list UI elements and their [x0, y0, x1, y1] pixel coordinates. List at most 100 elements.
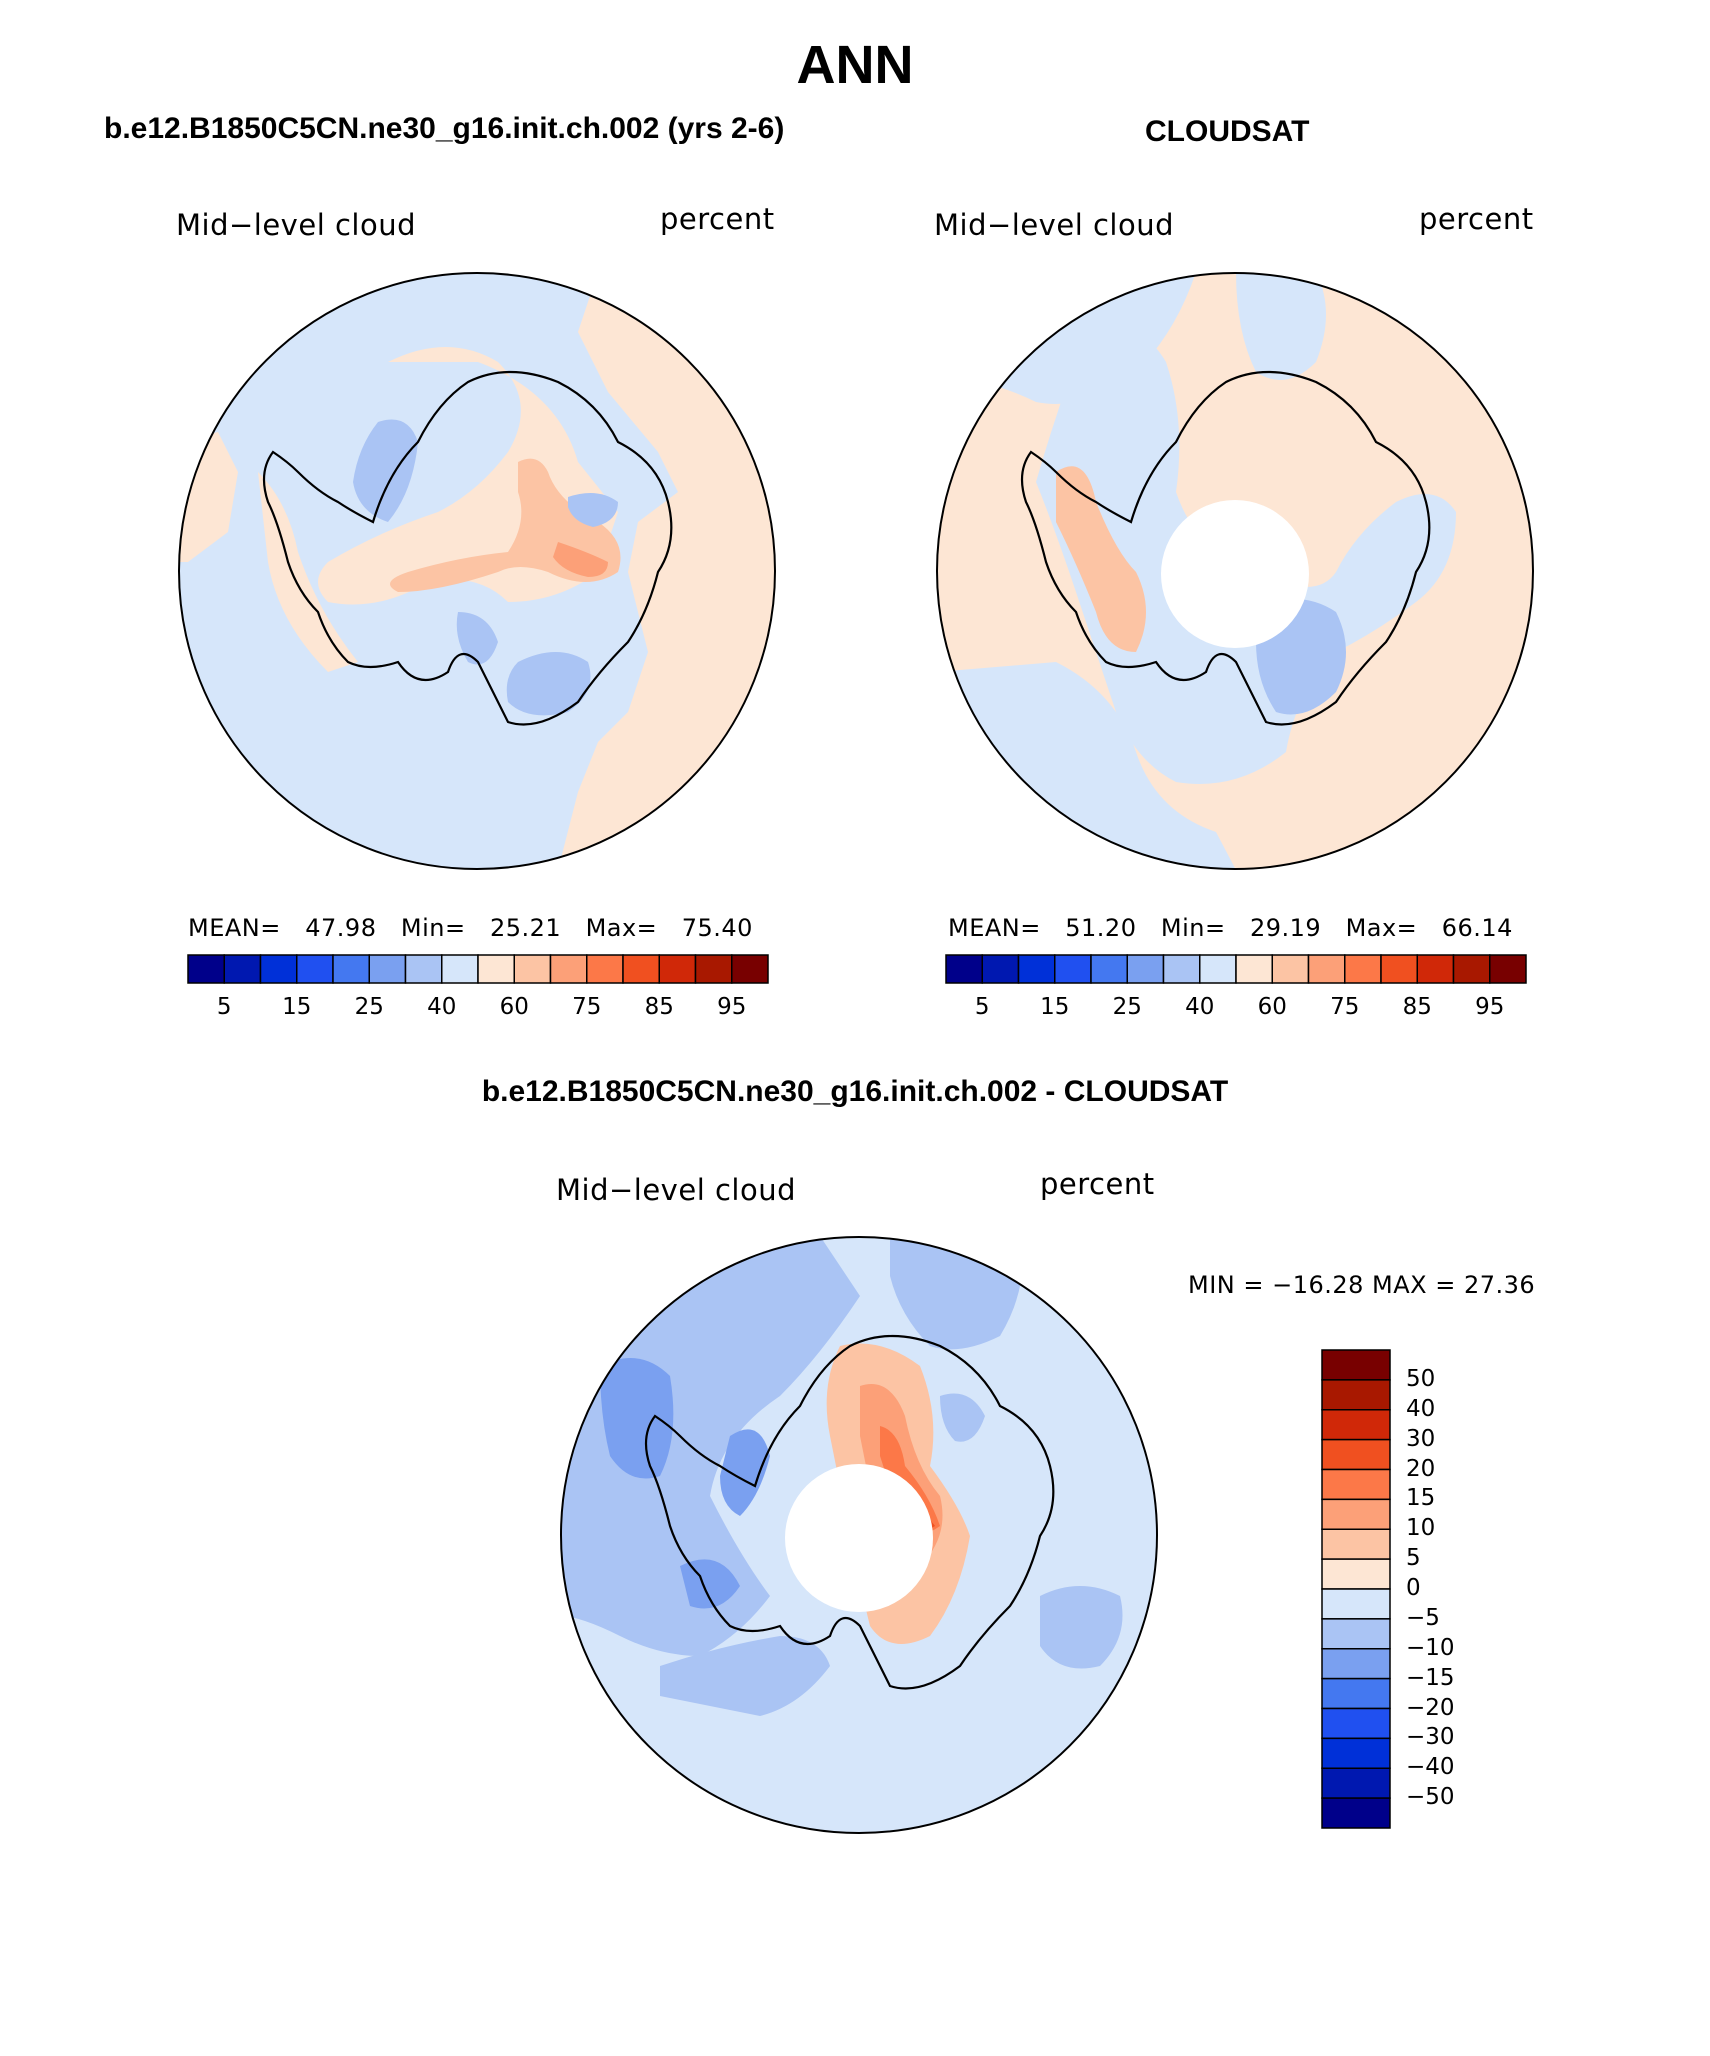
map-boundary — [178, 272, 776, 870]
colorbar-swatch — [549, 954, 588, 984]
model-colorbar — [187, 954, 769, 984]
missing-data-hole — [1161, 500, 1309, 648]
contour-region — [456, 612, 498, 665]
colorbar-swatch — [1321, 1767, 1391, 1799]
colorbar-swatch — [368, 954, 407, 984]
colorbar-swatch — [404, 954, 443, 984]
colorbar-swatch — [658, 954, 697, 984]
colorbar-tick-label: 85 — [644, 994, 674, 1020]
colorbar-swatch — [1271, 954, 1310, 984]
colorbar-swatch — [1321, 1797, 1391, 1829]
max-label: Max= — [1345, 914, 1418, 942]
colorbar-swatch — [441, 954, 479, 984]
colorbar-swatch — [1199, 954, 1237, 984]
contour-region — [1036, 326, 1456, 784]
diff-stats: MIN = −16.28 MAX = 27.36 — [1188, 1271, 1536, 1299]
colorbar-swatch — [1054, 954, 1092, 984]
colorbar-tick-label: 60 — [499, 994, 529, 1020]
colorbar-tick-label: 60 — [1257, 994, 1287, 1020]
colorbar-swatch — [1321, 1498, 1391, 1530]
colorbar-tick-label: 15 — [1406, 1485, 1436, 1512]
colorbar-swatch — [513, 954, 552, 984]
colorbar-swatch — [259, 954, 298, 984]
model-colorbar-ticks: 5 15 25 40 60 75 85 95 — [188, 994, 768, 1024]
colorbar-tick-label: 25 — [1112, 994, 1142, 1020]
colorbar-tick-label: 5 — [1406, 1545, 1421, 1572]
mean-value: 51.20 — [1065, 914, 1137, 942]
map-boundary — [560, 1236, 1158, 1834]
model-panel-header: b.e12.B1850C5CN.ne30_g16.init.ch.002 (yr… — [104, 112, 785, 145]
colorbar-swatch — [622, 954, 660, 984]
colorbar-tick-label: 95 — [717, 994, 747, 1020]
min-value: 29.19 — [1249, 914, 1322, 942]
colorbar-swatch — [223, 954, 262, 984]
colorbar-tick-label: 0 — [1406, 1575, 1421, 1601]
obs-panel-header: CLOUDSAT — [1145, 115, 1310, 148]
colorbar-swatch — [296, 954, 334, 984]
obs-units-label: percent — [1419, 202, 1534, 236]
contour-region — [506, 652, 591, 716]
colorbar-swatch — [731, 954, 769, 984]
colorbar-tick-label: 50 — [1406, 1365, 1436, 1392]
diff-colorbar-ticks: 50 40 30 20 15 10 5 0 −5 −10 −15 −20 −30 −40 −50 — [1406, 1350, 1486, 1830]
colorbar-tick-label: 5 — [216, 994, 232, 1020]
colorbar-swatch — [945, 954, 983, 984]
mean-label: MEAN= — [948, 914, 1041, 942]
obs-colorbar — [945, 954, 1527, 984]
colorbar-swatch — [1321, 1737, 1391, 1769]
colorbar-tick-label: 40 — [1185, 994, 1215, 1020]
colorbar-tick-label: −50 — [1406, 1784, 1455, 1811]
model-polar-map — [178, 272, 776, 870]
min-value: 25.21 — [489, 914, 562, 942]
colorbar-swatch — [332, 954, 370, 984]
colorbar-tick-label: 15 — [282, 994, 312, 1020]
min-label: Min= — [1160, 914, 1226, 942]
colorbar-tick-label: 40 — [427, 994, 457, 1020]
model-variable-label: Mid−level cloud — [176, 208, 416, 242]
colorbar-swatch — [1126, 954, 1165, 984]
model-stats: MEAN= 47.98 Min= 25.21 Max= 75.40 — [188, 914, 753, 942]
colorbar-swatch — [1321, 1588, 1391, 1620]
colorbar-tick-label: 95 — [1475, 994, 1505, 1020]
colorbar-swatch — [1321, 1707, 1391, 1740]
diff-variable-label: Mid−level cloud — [556, 1173, 796, 1207]
contour-region — [1236, 273, 1326, 380]
colorbar-swatch — [1321, 1468, 1391, 1501]
colorbar-tick-label: 20 — [1406, 1455, 1436, 1482]
colorbar-swatch — [1321, 1438, 1391, 1471]
mean-label: MEAN= — [188, 914, 281, 942]
max-value: 66.14 — [1441, 914, 1513, 942]
colorbar-tick-label: −30 — [1406, 1724, 1455, 1751]
contour-region — [720, 1429, 770, 1516]
colorbar-swatch — [1452, 954, 1491, 984]
obs-variable-label: Mid−level cloud — [934, 208, 1174, 242]
min-label: Min= — [400, 914, 466, 942]
colorbar-swatch — [1321, 1648, 1391, 1680]
mean-value: 47.98 — [305, 914, 377, 942]
diff-polar-map — [560, 1236, 1158, 1834]
colorbar-tick-label: 75 — [572, 994, 602, 1020]
contour-region — [561, 1237, 860, 1656]
colorbar-tick-label: 10 — [1406, 1515, 1436, 1542]
contour-region — [258, 472, 358, 672]
colorbar-tick-label: 85 — [1402, 994, 1432, 1020]
contour-region — [600, 1358, 674, 1479]
colorbar-swatch — [477, 954, 515, 984]
diff-colorbar — [1321, 1349, 1391, 1829]
colorbar-swatch — [1090, 954, 1128, 984]
coastline — [644, 1334, 1055, 1690]
colorbar-swatch — [1416, 954, 1455, 984]
contour-region — [940, 1393, 985, 1442]
coastline — [1020, 370, 1431, 726]
diff-panel-header: b.e12.B1850C5CN.ne30_g16.init.ch.002 - C… — [481, 1075, 1229, 1108]
colorbar-tick-label: −40 — [1406, 1754, 1455, 1781]
colorbar-tick-label: −20 — [1406, 1694, 1455, 1721]
colorbar-swatch — [1344, 954, 1382, 984]
diff-units-label: percent — [1040, 1167, 1155, 1201]
max-label: Max= — [585, 914, 658, 942]
model-units-label: percent — [660, 202, 775, 236]
coastline — [262, 370, 673, 726]
colorbar-swatch — [1321, 1558, 1391, 1590]
map-boundary — [936, 272, 1534, 870]
colorbar-swatch — [187, 954, 225, 984]
